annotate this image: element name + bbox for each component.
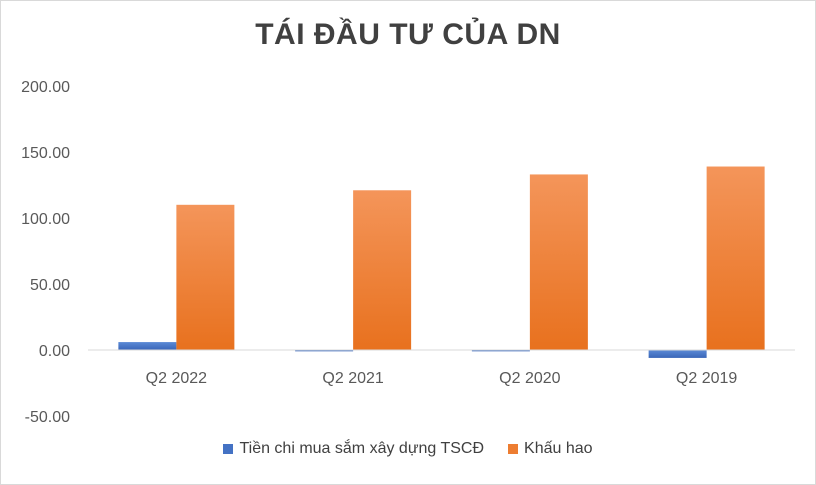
x-tick-label: Q2 2019 [676, 370, 737, 387]
legend-label-series-1: Tiền chi mua sắm xây dựng TSCĐ [239, 440, 485, 457]
x-tick-label: Q2 2020 [499, 370, 560, 387]
y-tick-label: 0.00 [39, 343, 70, 360]
legend-swatch-series-2 [508, 444, 519, 454]
x-tick-label: Q2 2022 [146, 370, 207, 387]
y-tick-label: 100.00 [21, 211, 70, 228]
bar-series-1-q2-2020 [471, 350, 530, 352]
y-tick-label: 50.00 [30, 277, 70, 294]
bar-series-1-q2-2019 [648, 350, 707, 358]
chart-legend: Tiền chi mua sắm xây dựng TSCĐ Khấu hao [0, 440, 816, 458]
y-tick-label: -50.00 [25, 409, 70, 426]
legend-label-series-2: Khấu hao [524, 440, 593, 457]
y-tick-label: 150.00 [21, 145, 70, 162]
x-tick-label: Q2 2021 [322, 370, 383, 387]
bar-series-1-q2-2022 [118, 342, 177, 350]
legend-swatch-series-1 [223, 444, 234, 454]
bar-series-1-q2-2021 [295, 350, 354, 352]
bar-series-2-q2-2021 [353, 190, 412, 350]
bar-series-2-q2-2020 [529, 174, 588, 350]
bar-series-2-q2-2022 [176, 204, 235, 350]
legend-item-series-1: Tiền chi mua sắm xây dựng TSCĐ [223, 440, 484, 458]
y-tick-label: 200.00 [21, 79, 70, 96]
legend-item-series-2: Khấu hao [508, 440, 593, 458]
bar-series-2-q2-2019 [706, 166, 765, 350]
chart-title: TÁI ĐẦU TƯ CỦA DN [255, 18, 561, 51]
